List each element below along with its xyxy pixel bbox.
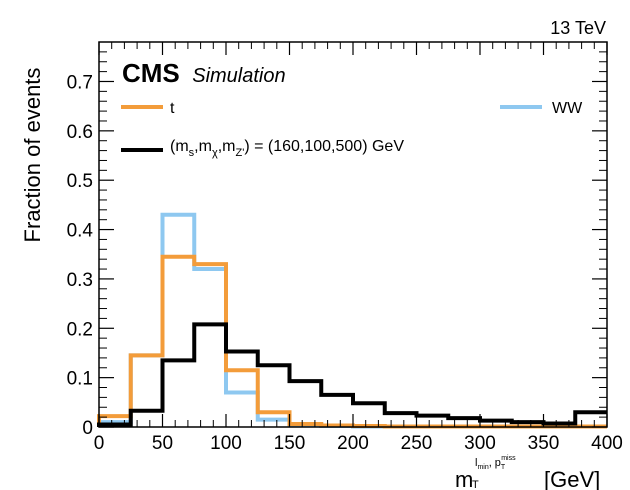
x-title-unit: [GeV]: [544, 467, 600, 490]
energy-label: 13 TeV: [550, 18, 606, 38]
x-tick-label: 0: [94, 433, 105, 454]
y-axis-title: Fraction of events: [20, 68, 45, 243]
x-tick-label: 150: [274, 433, 306, 454]
x-title-main-sub: T: [472, 479, 479, 490]
simulation-text: Simulation: [192, 65, 285, 87]
x-tick-label: 250: [401, 433, 433, 454]
legend: t WW (ms,mχ,mZ') = (160,100,500) GeV: [121, 100, 583, 159]
x-title-sup: lmin, pTmiss: [475, 455, 516, 471]
x-ticks: 0 50 100 150 200 250 300 350 400: [94, 42, 623, 454]
series-layer: [97, 212, 607, 429]
legend-label-ww: WW: [552, 100, 583, 117]
y-tick-label: 0.2: [67, 319, 93, 340]
y-ticks: 0 0.1 0.2 0.3 0.4 0.5 0.6 0.7: [67, 51, 607, 439]
y-tick-label: 0.4: [67, 221, 94, 242]
x-tick-label: 300: [464, 433, 496, 454]
x-tick-label: 100: [210, 433, 242, 454]
experiment-label: CMS Simulation: [122, 58, 286, 88]
x-title-main: m: [455, 467, 473, 490]
y-tick-label: 0.3: [67, 270, 93, 291]
x-axis-title: m T lmin, pTmiss [GeV]: [455, 455, 600, 490]
y-tick-label: 0.5: [67, 171, 93, 192]
x-tick-label: 400: [591, 433, 623, 454]
x-tick-label: 200: [337, 433, 369, 454]
series-signal-step: [97, 322, 607, 427]
x-tick-label: 350: [528, 433, 560, 454]
legend-label-signal: (ms,mχ,mZ') = (160,100,500) GeV: [170, 138, 404, 159]
legend-label-t: t: [170, 100, 175, 117]
x-tick-label: 50: [152, 433, 173, 454]
cms-text: CMS: [122, 58, 180, 88]
plot-frame: [98, 41, 608, 428]
y-tick-label: 0.1: [67, 369, 93, 390]
y-tick-label: 0.7: [67, 72, 93, 93]
y-tick-label: 0.6: [67, 122, 93, 143]
y-tick-label: 0: [82, 418, 93, 439]
